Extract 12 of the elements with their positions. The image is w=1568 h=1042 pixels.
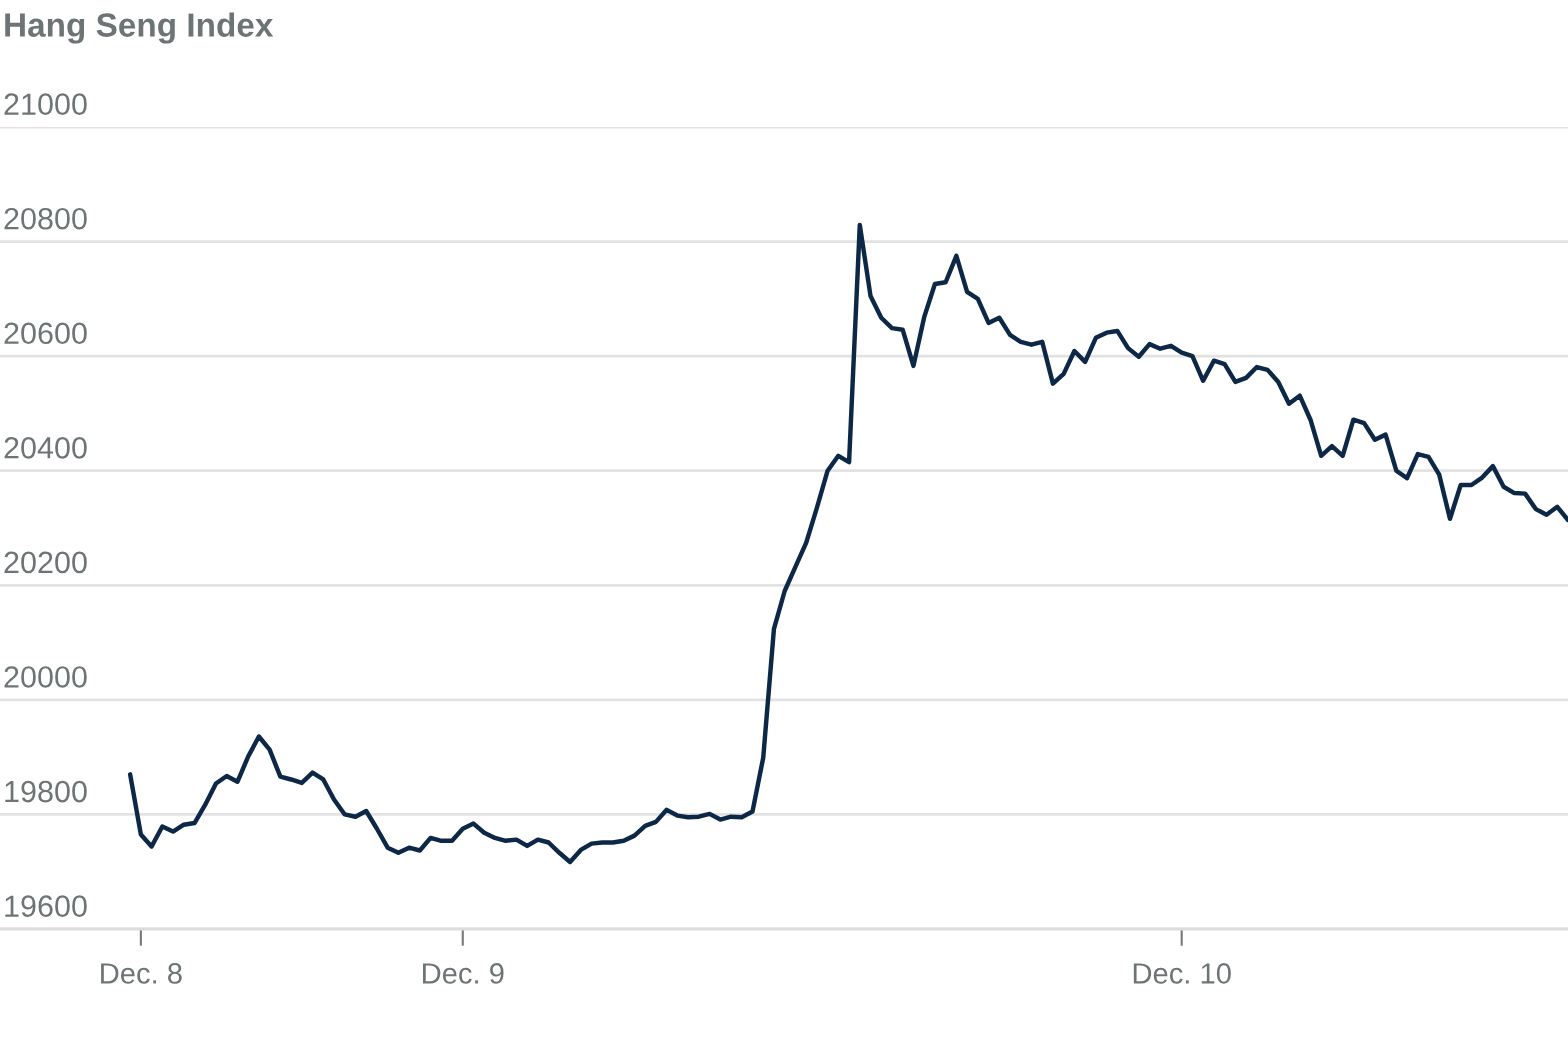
- y-tick-label: 20000: [4, 666, 87, 688]
- y-tick-label: 20800: [4, 207, 87, 230]
- y-tick-label: 21000: [4, 93, 87, 115]
- x-tick-label: Dec. 10: [1133, 963, 1231, 984]
- y-tick-label: 19800: [5, 780, 87, 803]
- chart-title: Hang Seng Index: [5, 12, 274, 44]
- y-tick-label: 19600: [5, 895, 87, 917]
- x-tick-label: Dec. 9: [423, 963, 504, 984]
- y-tick-label: 20200: [4, 551, 87, 574]
- x-tick-label: Dec. 8: [101, 963, 182, 984]
- y-tick-label: 20600: [4, 322, 87, 345]
- y-tick-label: 20400: [4, 437, 87, 459]
